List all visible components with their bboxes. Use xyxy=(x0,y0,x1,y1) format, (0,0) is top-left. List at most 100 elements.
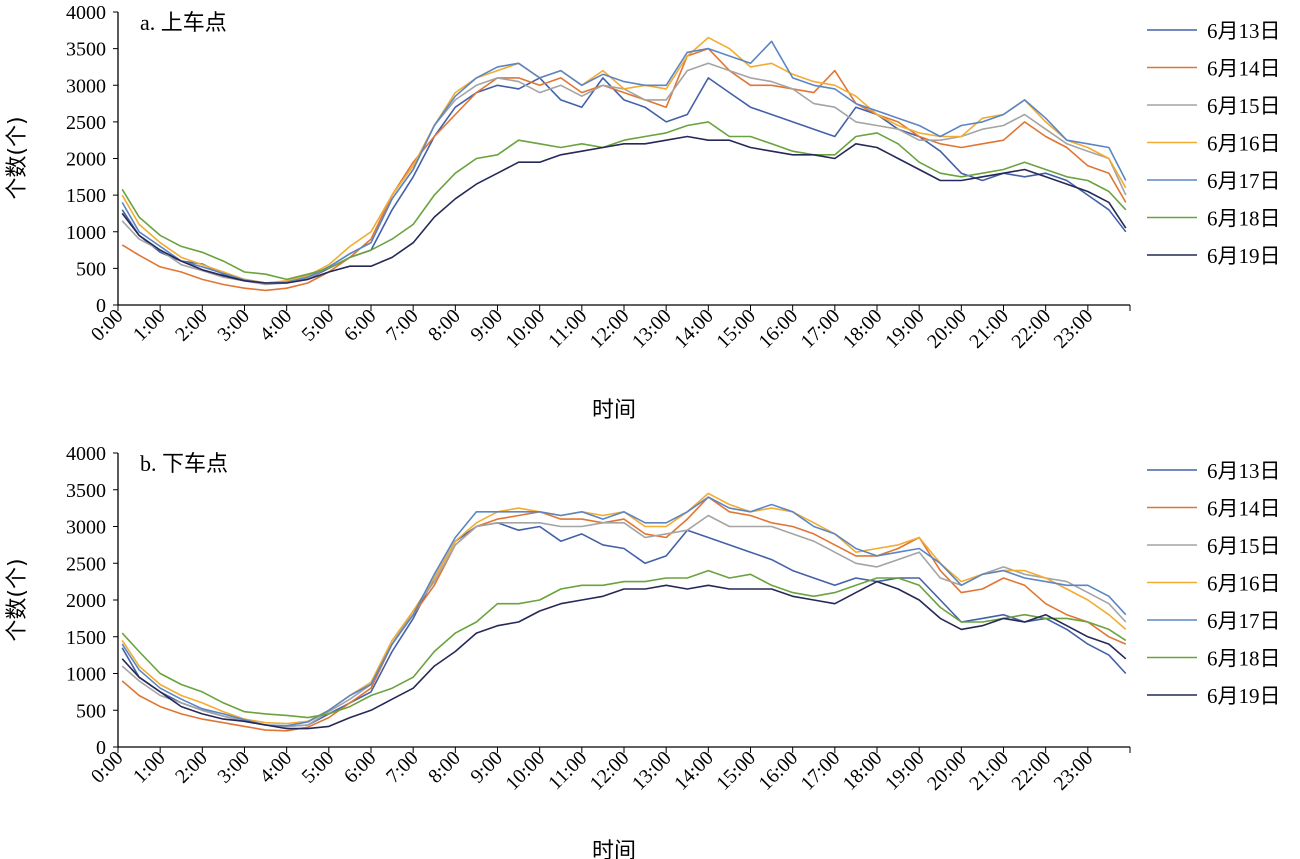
y-tick-label: 1500 xyxy=(66,185,106,207)
legend-label: 6月16日 xyxy=(1207,572,1281,596)
x-tick-label: 22:00 xyxy=(1007,747,1055,795)
x-tick-label: 3:00 xyxy=(213,747,254,788)
series-line xyxy=(121,521,1127,728)
series-line xyxy=(121,77,1127,284)
legend-label: 6月15日 xyxy=(1207,534,1281,558)
y-tick-label: 1000 xyxy=(66,222,106,244)
x-tick-label: 10:00 xyxy=(501,305,549,353)
x-tick-label: 15:00 xyxy=(712,747,760,795)
x-tick-label: 11:00 xyxy=(544,747,591,794)
y-tick-label: 0 xyxy=(96,295,106,317)
y-tick-label: 1000 xyxy=(66,664,106,686)
legend-label: 6月17日 xyxy=(1207,169,1281,193)
x-tick-label: 7:00 xyxy=(382,747,423,788)
y-tick-label: 2500 xyxy=(66,553,106,575)
panel-a-boarding: 0 500 1000 1500 2000 2500 3000 3500 4000 0:00 1:00… xyxy=(5,2,1281,423)
x-tick-label: 20:00 xyxy=(923,305,971,353)
legend-label: 6月19日 xyxy=(1207,244,1281,268)
x-tick-label: 5:00 xyxy=(298,305,339,346)
x-tick-label: 17:00 xyxy=(797,305,845,353)
x-tick-label: 9:00 xyxy=(466,747,507,788)
x-tick-label: 19:00 xyxy=(881,305,929,353)
x-tick-label: 1:00 xyxy=(129,305,170,346)
panel-b-alighting: 0 500 1000 1500 2000 2500 3000 3500 4000 0:00 1:00… xyxy=(5,443,1281,859)
y-tick-label: 1500 xyxy=(66,627,106,649)
x-tick-label: 7:00 xyxy=(382,305,423,346)
x-tick-label: 23:00 xyxy=(1050,747,1098,795)
legend-label: 6月14日 xyxy=(1207,57,1281,81)
y-tick-label: 500 xyxy=(76,258,106,280)
x-tick-label: 16:00 xyxy=(754,305,802,353)
x-axis-label: 时间 xyxy=(592,839,636,859)
x-tick-label: 22:00 xyxy=(1007,305,1055,353)
x-tick-label: 2:00 xyxy=(171,747,212,788)
series-line xyxy=(121,492,1127,725)
x-tick-label: 21:00 xyxy=(965,747,1013,795)
x-tick-label: 20:00 xyxy=(923,747,971,795)
x-tick-label: 16:00 xyxy=(754,747,802,795)
series-line xyxy=(121,47,1127,292)
x-tick-label: 4:00 xyxy=(255,747,296,788)
legend-label: 6月18日 xyxy=(1207,207,1281,231)
y-tick-label: 3500 xyxy=(66,480,106,502)
x-tick-label: 23:00 xyxy=(1050,305,1098,353)
x-tick-label: 0:00 xyxy=(87,747,128,788)
x-axis-label: 时间 xyxy=(592,398,636,423)
series-line xyxy=(121,40,1127,284)
series-line xyxy=(121,580,1127,730)
x-tick-label: 4:00 xyxy=(255,305,296,346)
x-tick-label: 12:00 xyxy=(586,305,634,353)
panel-title: a. 上车点 xyxy=(140,10,227,35)
y-tick-label: 500 xyxy=(76,700,106,722)
y-tick-label: 4000 xyxy=(66,2,106,24)
legend-label: 6月14日 xyxy=(1207,497,1281,521)
x-tick-label: 3:00 xyxy=(213,305,254,346)
legend-label: 6月19日 xyxy=(1207,684,1281,708)
x-tick-label: 12:00 xyxy=(586,747,634,795)
series-line xyxy=(121,496,1127,732)
x-tick-label: 8:00 xyxy=(424,747,465,788)
x-tick-label: 17:00 xyxy=(797,747,845,795)
x-tick-label: 15:00 xyxy=(712,305,760,353)
x-tick-label: 13:00 xyxy=(628,747,676,795)
y-tick-label: 2500 xyxy=(66,112,106,134)
series-line xyxy=(121,36,1127,284)
legend-label: 6月15日 xyxy=(1207,94,1281,118)
series-line xyxy=(121,496,1127,727)
x-tick-label: 21:00 xyxy=(965,305,1013,353)
legend-label: 6月13日 xyxy=(1207,459,1281,483)
y-axis-label: 个数(个) xyxy=(5,116,30,199)
y-tick-label: 4000 xyxy=(66,443,106,465)
x-tick-label: 13:00 xyxy=(628,305,676,353)
x-tick-label: 18:00 xyxy=(839,305,887,353)
y-tick-label: 2000 xyxy=(66,590,106,612)
legend-label: 6月16日 xyxy=(1207,132,1281,156)
x-tick-label: 8:00 xyxy=(424,305,465,346)
x-tick-label: 14:00 xyxy=(670,747,718,795)
y-tick-label: 3500 xyxy=(66,39,106,61)
x-tick-label: 14:00 xyxy=(670,305,718,353)
y-axis-label: 个数(个) xyxy=(5,558,30,641)
y-tick-label: 0 xyxy=(96,737,106,759)
y-tick-label: 3000 xyxy=(66,517,106,539)
y-tick-label: 3000 xyxy=(66,75,106,97)
x-tick-label: 10:00 xyxy=(501,747,549,795)
y-tick-label: 2000 xyxy=(66,149,106,171)
series-line xyxy=(121,514,1127,728)
legend-label: 6月17日 xyxy=(1207,609,1281,633)
x-tick-label: 1:00 xyxy=(129,747,170,788)
x-tick-label: 9:00 xyxy=(466,305,507,346)
series-line xyxy=(121,121,1127,281)
legend-label: 6月13日 xyxy=(1207,19,1281,43)
panel-title: b. 下车点 xyxy=(140,451,228,476)
x-tick-label: 5:00 xyxy=(298,747,339,788)
x-tick-label: 19:00 xyxy=(881,747,929,795)
legend-label: 6月18日 xyxy=(1207,647,1281,671)
x-tick-label: 6:00 xyxy=(340,305,381,346)
x-tick-label: 0:00 xyxy=(87,305,128,346)
series-line xyxy=(121,569,1127,719)
x-tick-label: 2:00 xyxy=(171,305,212,346)
x-tick-label: 11:00 xyxy=(544,305,591,352)
series-line xyxy=(121,135,1127,284)
